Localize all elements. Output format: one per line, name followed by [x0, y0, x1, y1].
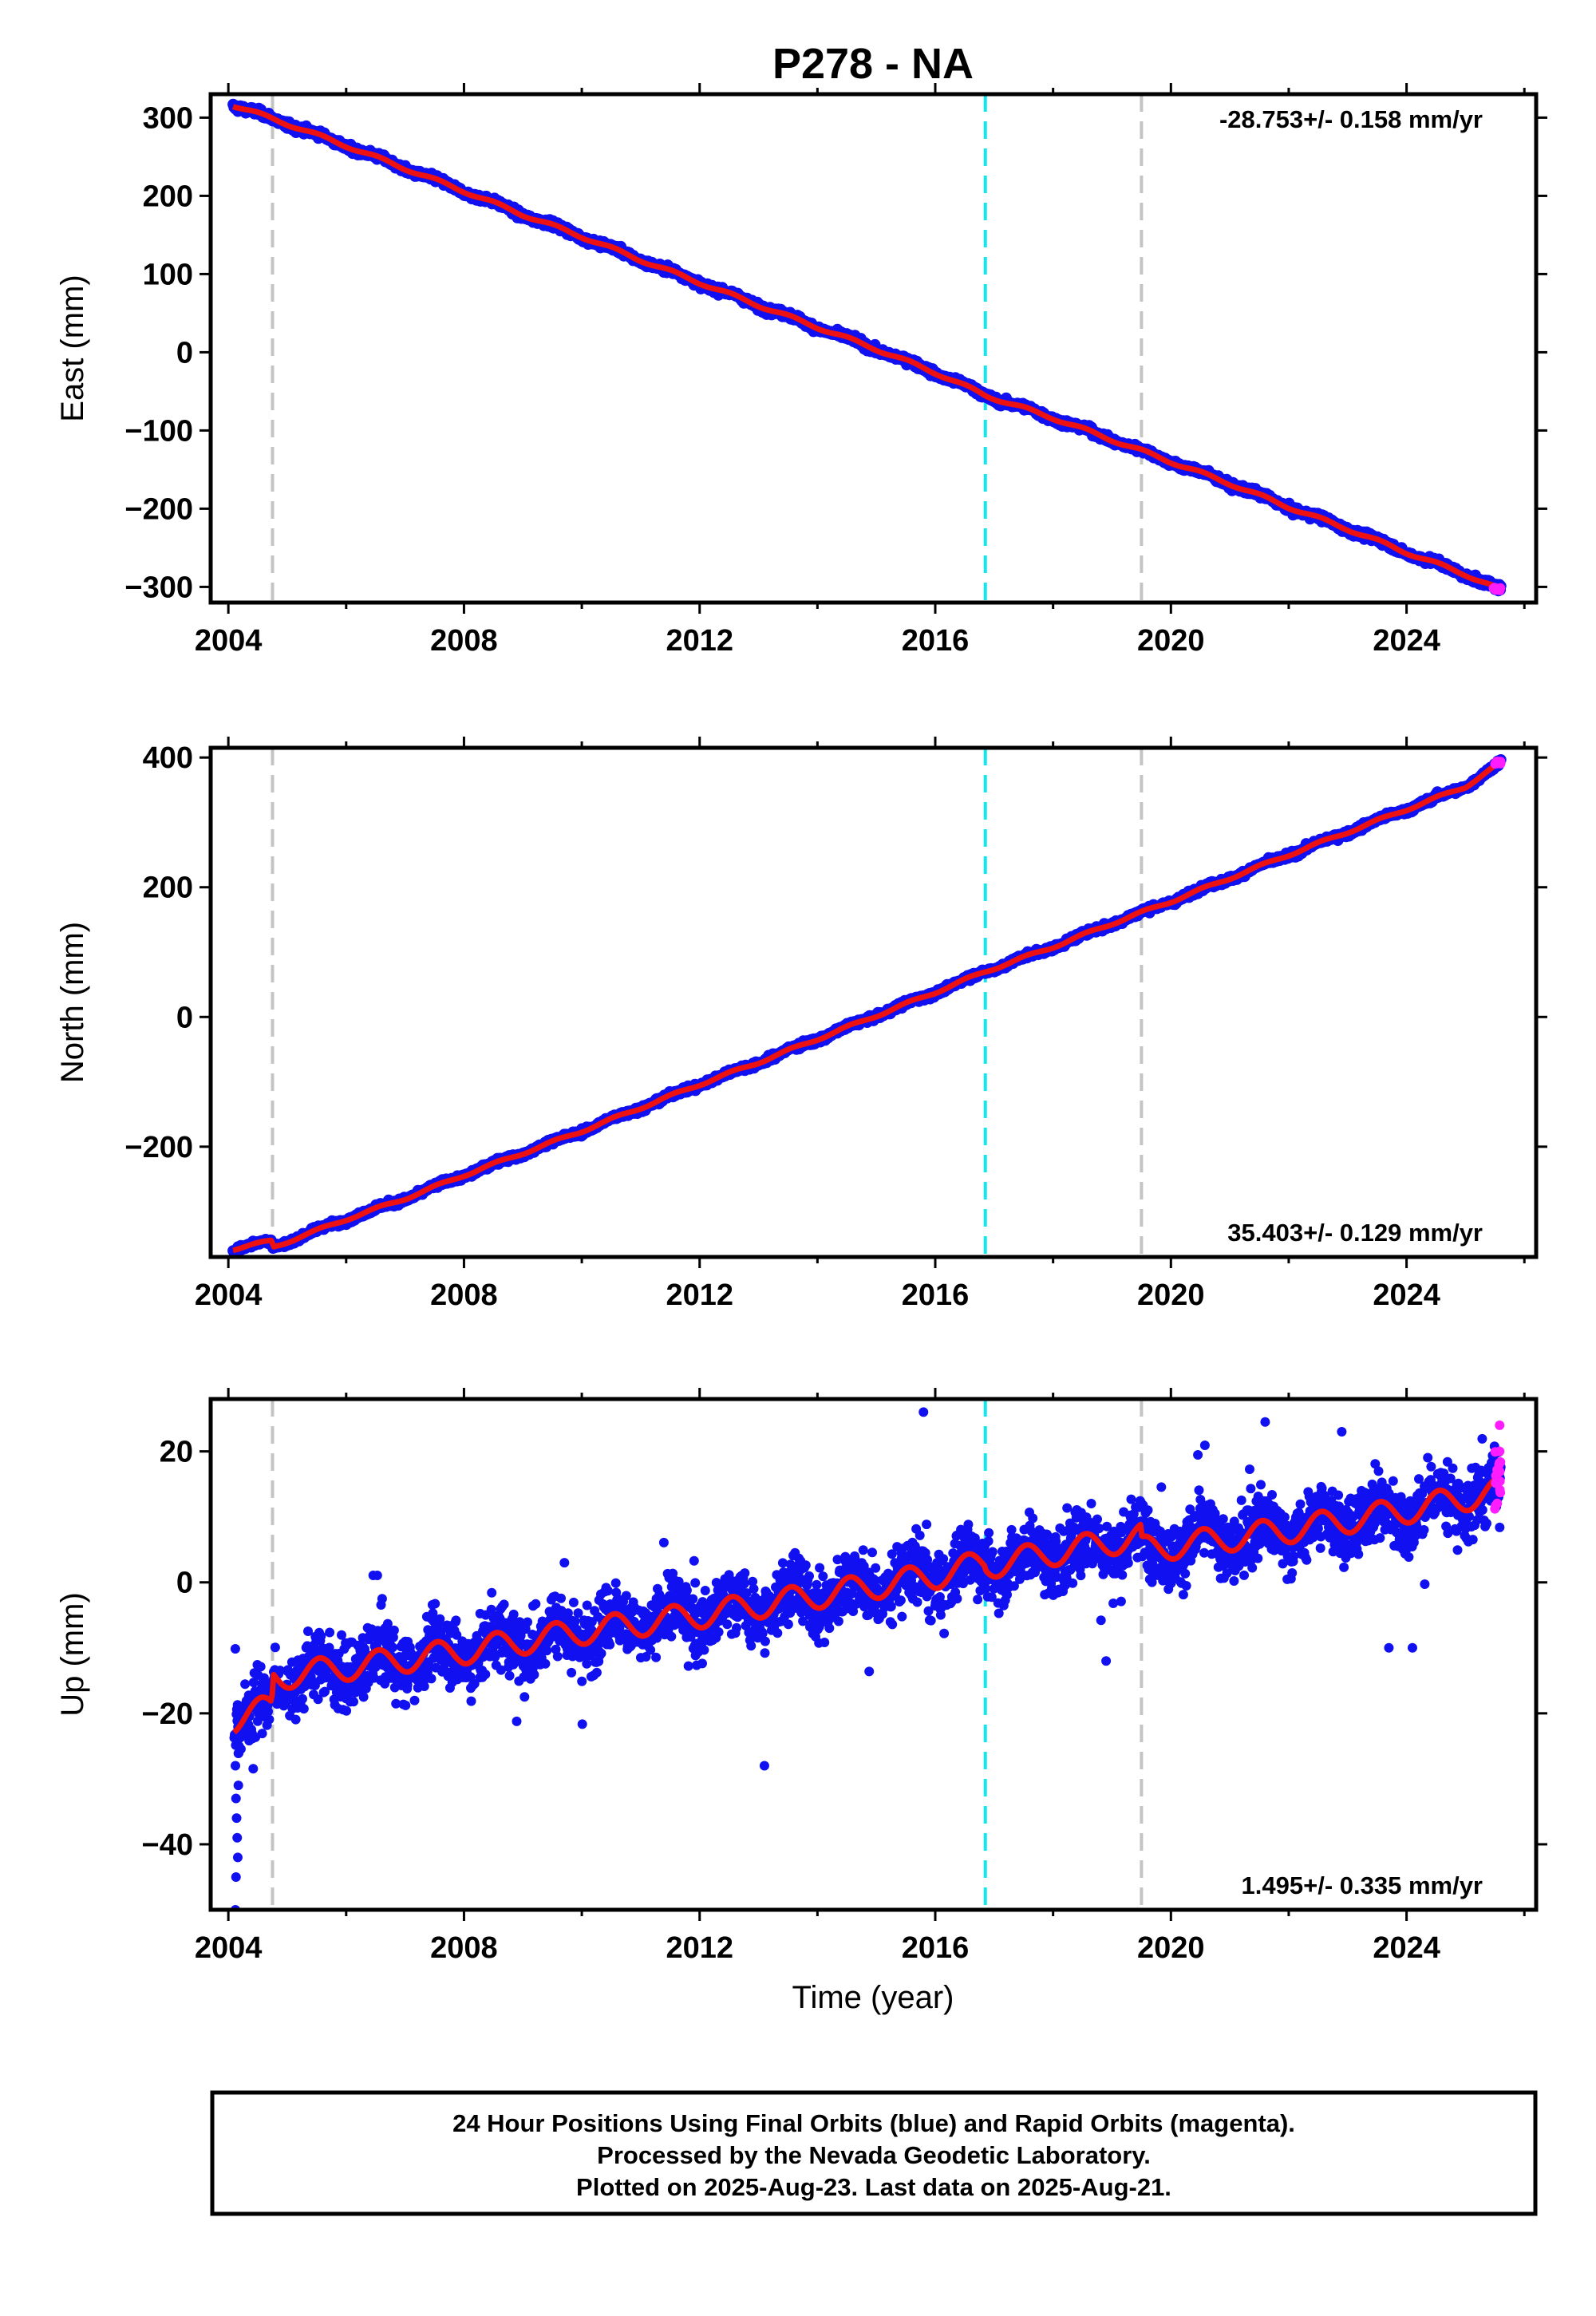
x-tick-label: 2012 [666, 624, 733, 658]
north-panel: 2004 2008 2012 2016 2020 20244002000−200North… [55, 737, 1547, 1312]
plot-area [227, 748, 1507, 1257]
rapid-point [1491, 584, 1502, 595]
x-tick-label: 2016 [902, 624, 970, 658]
velocity-annotation: -28.753+/- 0.158 mm/yr [1219, 105, 1483, 133]
final-orbit-points [227, 754, 1507, 1257]
y-tick-label: 0 [176, 336, 193, 370]
y-tick-label: 300 [143, 101, 193, 135]
y-tick-label: −100 [124, 414, 193, 448]
y-tick-label: 200 [143, 180, 193, 213]
y-axis-label: East (mm) [55, 275, 90, 421]
y-tick-label: −300 [124, 571, 193, 604]
plot-area [227, 94, 1507, 603]
x-tick-label: 2008 [430, 624, 498, 658]
figure-title: P278 - NA [772, 40, 974, 88]
x-tick-label: 2004 [195, 624, 263, 658]
east-panel: 2004 2008 2012 2016 2020 2024 300 200 100 0 −100 −2… [55, 83, 1547, 658]
x-tick-label: 2020 [1137, 624, 1205, 658]
x-tick-label: 2024 [1373, 624, 1440, 658]
y-tick-label: 100 [143, 258, 193, 291]
y-tick-label: −200 [124, 492, 193, 526]
